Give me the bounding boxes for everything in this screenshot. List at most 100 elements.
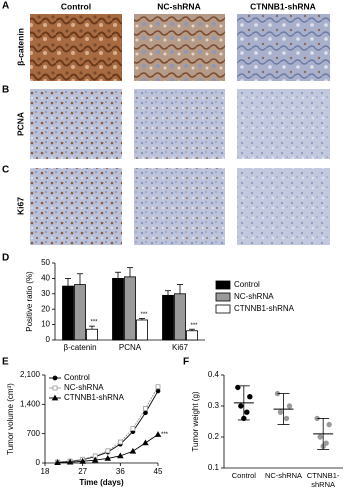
point [143,406,148,411]
panel-label: D [2,253,9,264]
y-tick-label: 0.1 [208,463,220,472]
legend-label: Control [64,373,90,382]
significance: *** [90,320,98,326]
x-tick-label: β-catenin [63,343,96,352]
point [155,384,161,390]
point [142,439,149,446]
point [66,458,74,465]
y-tick-label: 10 [41,320,50,329]
y-tick-label: 0 [36,458,41,467]
x-tick-text: Control [231,471,256,480]
legend-swatch [215,304,231,314]
point [117,452,124,459]
y-tick-label: 0.4 [208,370,220,379]
y-tick-label: 50 [41,258,50,267]
x-tick-label: NC-shRNA [264,471,303,480]
micrograph [134,89,225,159]
x-tick-text: NC-shRNA [264,471,303,480]
micrograph [30,168,122,245]
column-header: CTNNB1-shRNA [250,1,316,11]
y-axis-title: Positive ratio (%) [25,271,34,332]
legend-swatch [215,292,231,302]
micrograph [134,14,225,81]
x-tick-label: Ki67 [172,343,189,352]
row-label: PCNA [15,112,25,136]
y-tick-label: 0 [46,335,51,344]
legend-marker [52,385,58,391]
point [323,440,329,446]
x-tick-label: 27 [78,467,87,476]
legend-label: CTNNB1-shRNA [234,304,295,313]
y-axis-title: Tumor volume (cm³) [6,383,15,455]
point [79,457,86,464]
x-tick-label: PCNA [119,343,142,352]
x-tick-label: 18 [41,467,50,476]
x-tick-label: Control [231,471,256,480]
bar [86,328,98,341]
point [235,384,241,391]
legend-label: NC-shRNA [234,292,274,301]
bar [124,276,136,341]
row-label: Ki67 [15,197,25,215]
significance: *** [161,432,169,438]
y-tick-label: 40 [41,274,50,283]
point [238,403,244,409]
x-tick-text: CTNNB1- shRNA [306,471,340,489]
legend-label: Control [234,280,260,289]
bar [136,319,148,341]
legend-label: CTNNB1-shRNA [64,393,125,402]
column-header: NC-shRNA [157,1,200,11]
micrograph [237,14,330,81]
micrograph [30,14,122,81]
point [283,415,290,422]
x-tick-label: 45 [154,467,163,476]
y-tick-label: 0.3 [208,401,220,410]
point [91,456,99,463]
bar [62,285,74,341]
point [244,409,250,415]
legend-marker [52,375,58,381]
legend-label: NC-shRNA [64,383,104,392]
x-tick-label: 36 [116,467,125,476]
point [154,431,162,437]
column-header: Control [61,1,91,11]
micrograph [237,89,330,159]
point [129,447,137,454]
panel-label: C [2,165,9,176]
y-tick-label: 30 [41,289,50,298]
x-tick-label: CTNNB1- shRNA [306,471,340,489]
micrograph [134,168,225,245]
micrograph [30,89,122,159]
point [277,409,284,415]
bar [112,277,124,341]
micrograph-grid [30,14,330,245]
y-tick-label: 20 [41,304,50,313]
significance: *** [140,312,148,318]
y-tick-label: 0.2 [208,432,220,441]
panel-label: F [183,357,189,368]
panel-label: B [2,85,9,96]
point [54,459,61,465]
y-axis-title: Tumor weight (g) [191,391,200,452]
point [247,394,253,400]
bar [186,330,198,341]
panel-label: E [2,357,9,368]
point [155,388,161,394]
point [286,403,293,409]
point [104,454,112,461]
bar [162,294,174,341]
y-tick-label: 700 [27,429,41,438]
panel-label: A [2,1,9,12]
point [326,421,332,428]
point [130,426,136,432]
point [105,448,111,454]
bar [174,293,186,341]
significance: *** [190,323,198,329]
micrograph [237,168,330,245]
legend-marker [51,394,59,401]
y-tick-label: 1,400 [20,399,41,408]
row-label: β-catenin [15,28,25,66]
point [317,434,323,440]
bar [74,284,86,341]
